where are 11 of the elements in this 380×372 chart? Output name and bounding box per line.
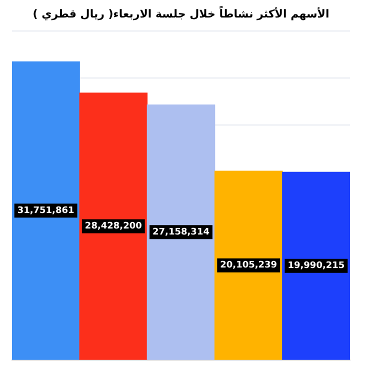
bar — [282, 172, 350, 360]
bar — [12, 61, 80, 360]
data-label: 20,105,239 — [220, 260, 278, 271]
data-label: 27,158,314 — [152, 228, 210, 238]
chart-title: الأسهم الأكثر نشاطاً خلال جلسة الاربعاء( ريال قطري ) — [32, 5, 330, 20]
data-label: 28,428,200 — [84, 222, 142, 232]
bar — [214, 170, 283, 360]
data-label: 19,990,215 — [288, 261, 345, 272]
data-label: 31,751,861 — [17, 206, 74, 216]
bar — [146, 104, 216, 360]
bar — [79, 92, 148, 360]
